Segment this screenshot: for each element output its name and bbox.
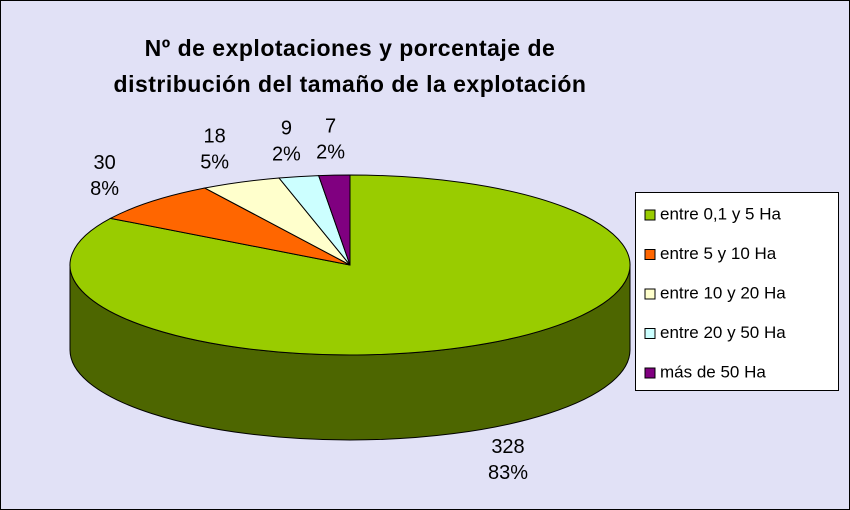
legend: [635, 192, 839, 391]
data-label: 9: [281, 117, 292, 139]
chart-title: distribución del tamaño de la explotació…: [114, 71, 587, 97]
legend-swatch: [644, 249, 656, 260]
data-label: 83%: [488, 462, 528, 484]
data-label: 8%: [90, 178, 119, 200]
data-label: 2%: [272, 143, 301, 165]
legend-label: entre 20 y 50 Ha: [660, 323, 786, 342]
chart-title: Nº de explotaciones y porcentaje de: [145, 35, 556, 61]
slice: [317, 174, 351, 266]
data-label: 30: [94, 152, 116, 174]
legend-label: más de 50 Ha: [660, 362, 766, 381]
data-label: 328: [491, 436, 524, 458]
slice: [109, 187, 351, 266]
legend-swatch: [644, 367, 656, 379]
legend-swatch: [644, 328, 656, 339]
legend-label: entre 10 y 20 Ha: [660, 283, 786, 302]
legend-swatch: [644, 288, 656, 300]
legend-label: entre 5 y 10 Ha: [660, 244, 777, 263]
legend-swatch: [644, 209, 656, 221]
data-label: 5%: [200, 151, 229, 173]
data-label: 2%: [316, 141, 345, 163]
data-label: 7: [325, 115, 336, 137]
data-label: 18: [204, 125, 226, 147]
slice: [69, 174, 631, 356]
legend-label: entre 0,1 y 5 Ha: [660, 204, 782, 223]
